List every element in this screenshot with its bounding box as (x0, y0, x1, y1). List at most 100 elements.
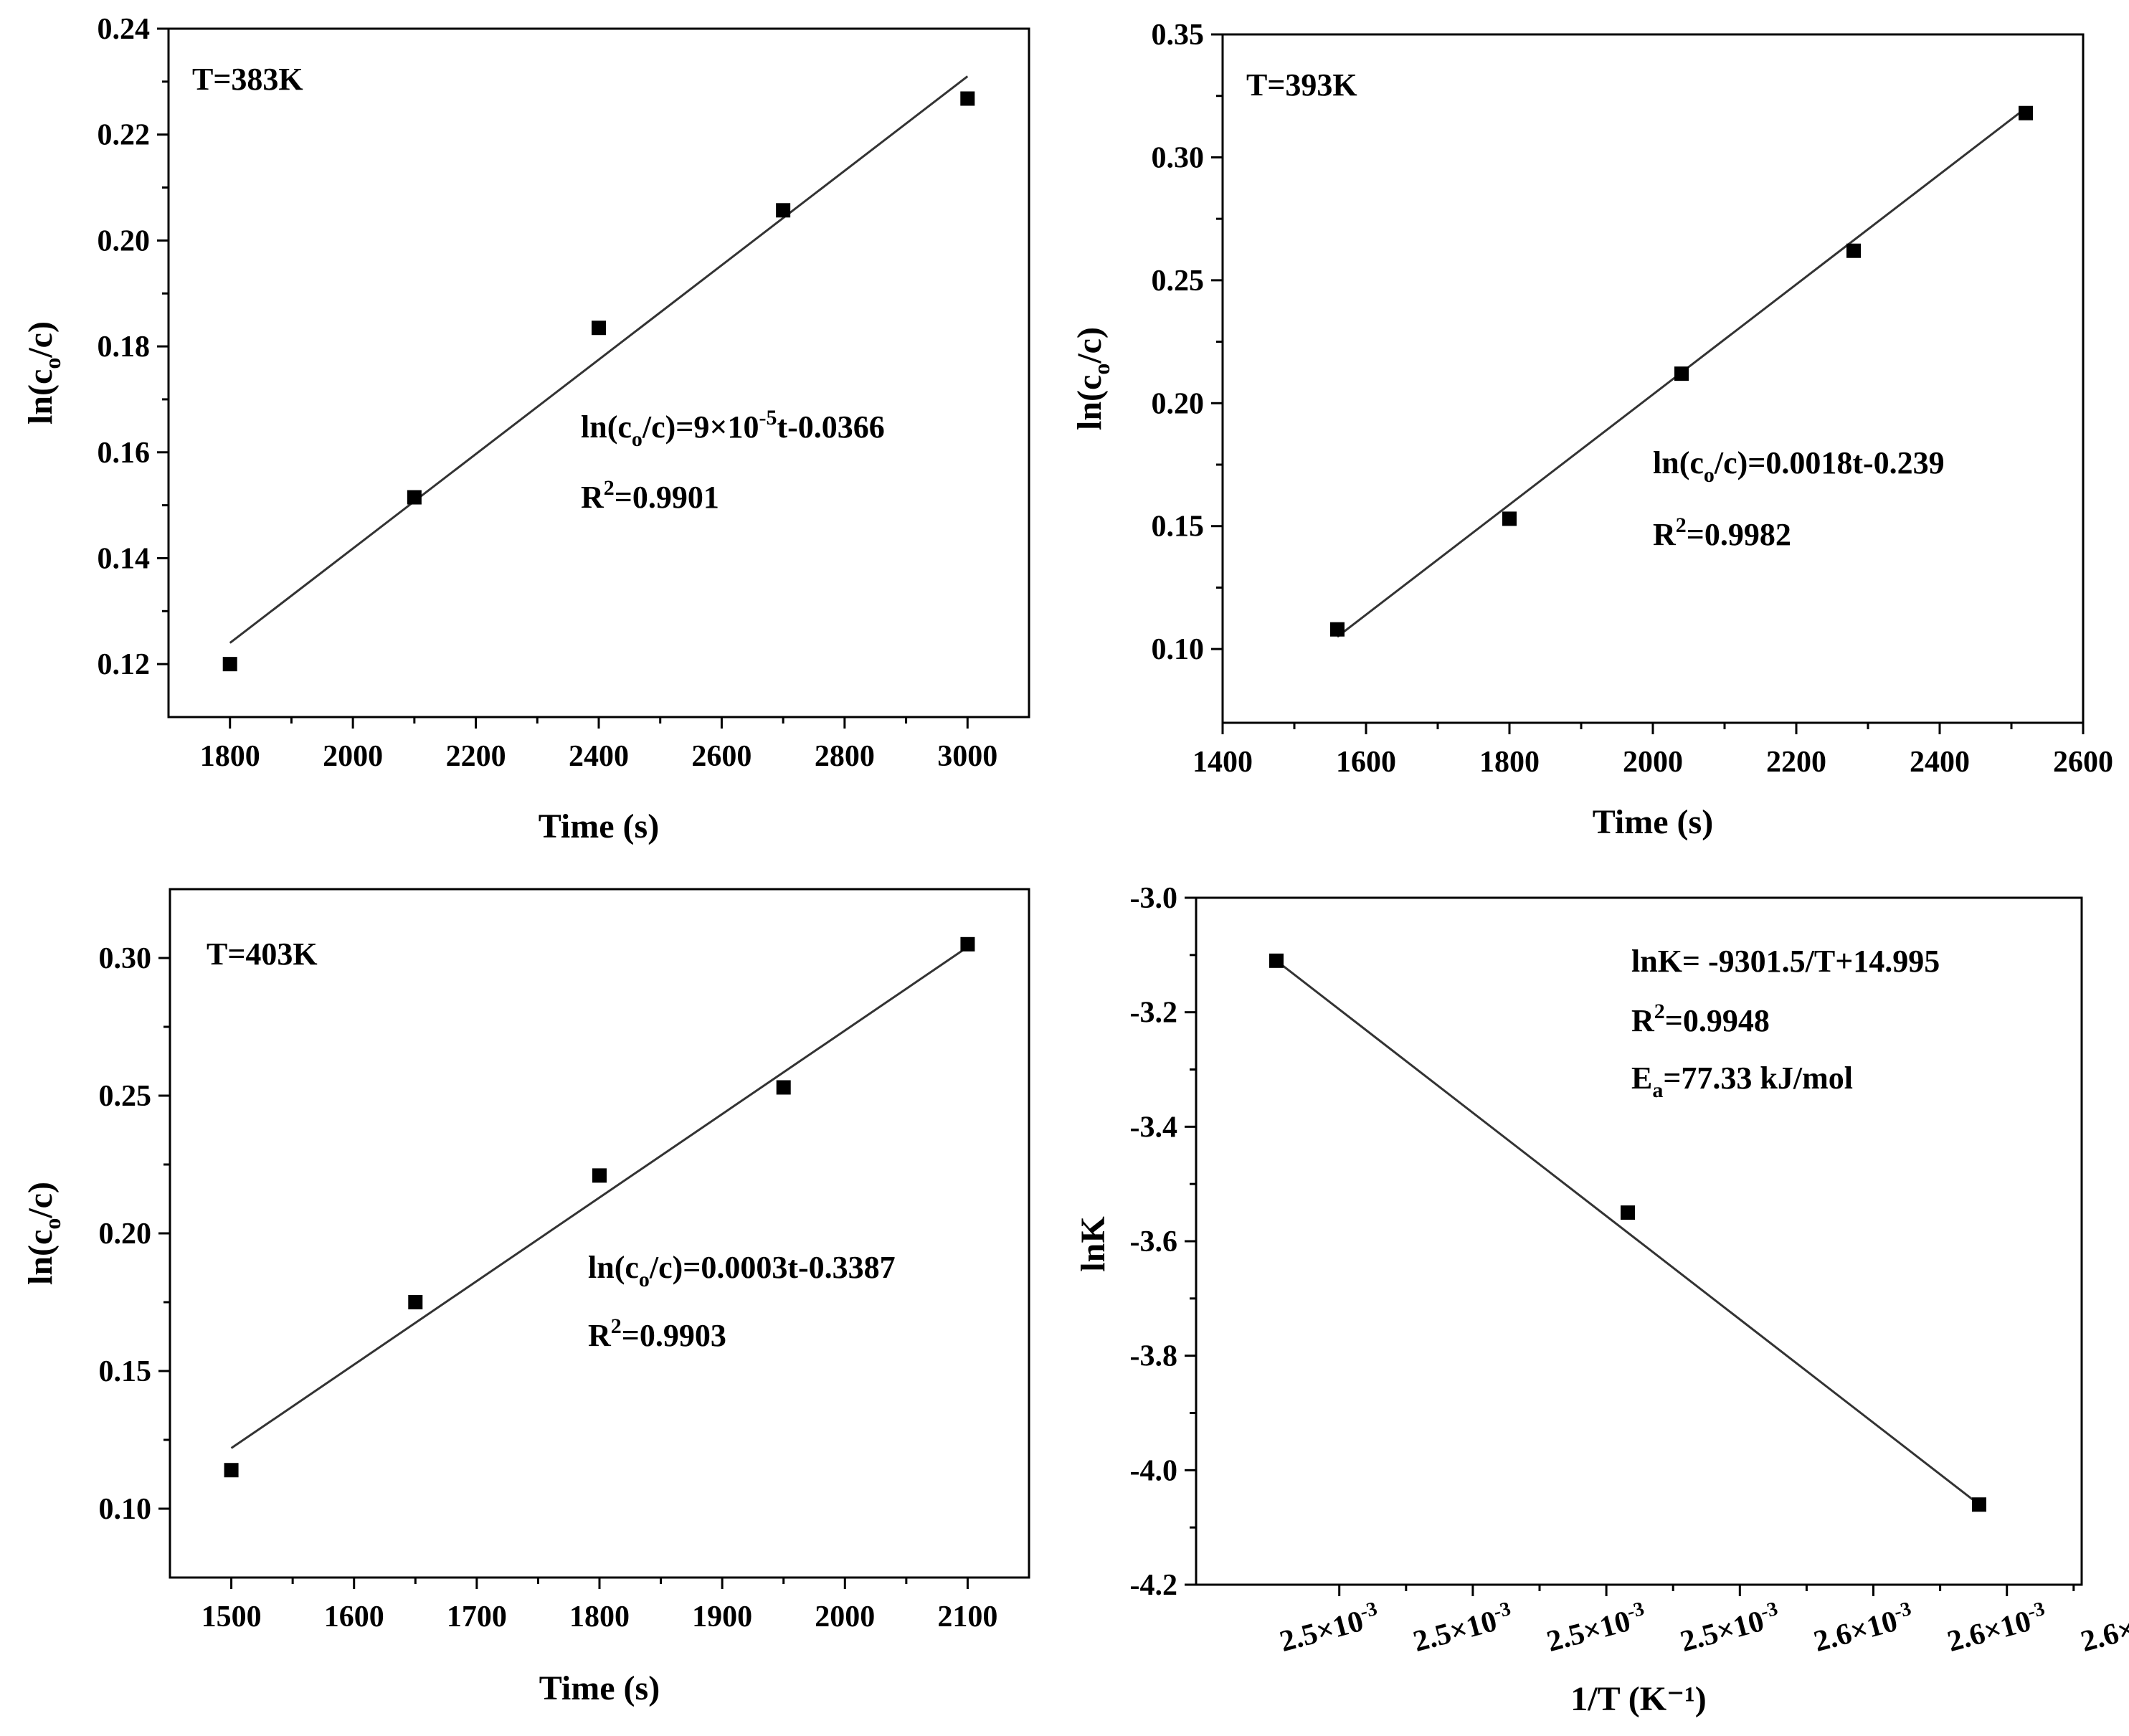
r-squared: R2=0.9948 (1631, 1000, 1770, 1038)
fit-equation: ln(co/c)=9×10-5t-0.0366 (581, 406, 885, 451)
y-tick-label: 0.22 (98, 119, 151, 152)
panel-title: T=393K (1246, 67, 1357, 103)
data-point (960, 91, 975, 106)
x-tick-label: 2.6×10-3 (2077, 1598, 2129, 1659)
x-tick-label: 1700 (447, 1600, 507, 1633)
fit-equation: lnK= -9301.5/T+14.995 (1631, 944, 1940, 979)
y-tick-label: 0.10 (1152, 633, 1205, 666)
y-axis-label: ln(co/c) (22, 321, 65, 424)
x-tick-label: 2400 (569, 740, 629, 773)
data-point (1972, 1497, 1986, 1512)
x-tick-label: 1600 (324, 1600, 384, 1633)
x-tick-label: 2600 (2053, 746, 2113, 779)
x-tick-label: 2.6×10-3 (1943, 1598, 2051, 1659)
y-tick-label: -3.4 (1130, 1111, 1178, 1144)
fit-line (230, 946, 969, 1449)
x-tick-label: 1800 (1479, 746, 1540, 779)
y-tick-label: -3.8 (1130, 1340, 1178, 1373)
data-point (1846, 243, 1861, 258)
y-tick-label: -4.2 (1130, 1569, 1178, 1602)
activation-energy: Ea=77.33 kJ/mol (1631, 1061, 1853, 1102)
x-tick-label: 2.5×10-3 (1542, 1598, 1650, 1659)
fit-equation: ln(co/c)=0.0003t-0.3387 (588, 1250, 896, 1291)
y-tick-label: -3.6 (1130, 1225, 1178, 1258)
panel-arrhenius: lnK= -9301.5/T+14.995 R2=0.9948 Ea=77.33… (1074, 882, 2129, 1718)
fit-line (229, 75, 969, 644)
y-tick-label: 0.14 (98, 542, 151, 575)
y-tick-label: -4.0 (1130, 1454, 1178, 1487)
data-point (407, 490, 422, 505)
data-point (1269, 953, 1284, 968)
y-tick-label: 0.12 (98, 648, 151, 681)
data-point (960, 936, 975, 952)
plot-frame (1221, 33, 2085, 724)
y-tick-label: 0.16 (98, 437, 151, 470)
panel-383k: T=383K ln(co/c)=9×10-5t-0.0366 R2=0.9901… (22, 13, 1030, 845)
y-tick-label: 0.18 (98, 331, 151, 364)
y-tick-label: 0.30 (1152, 141, 1205, 174)
data-point (2019, 105, 2033, 120)
x-tick-label: 2800 (815, 740, 875, 773)
y-tick-label: 0.24 (98, 13, 151, 46)
y-tick-label: 0.20 (99, 1218, 152, 1251)
data-point (1330, 622, 1345, 637)
panel-title: T=403K (207, 936, 318, 972)
data-point (222, 657, 237, 672)
fit-equation: ln(co/c)=0.0018t-0.239 (1653, 445, 1945, 487)
x-tick-label: 2.5×10-3 (1676, 1598, 1783, 1659)
x-axis-label: Time (s) (539, 807, 659, 845)
y-tick-label: 0.10 (99, 1493, 152, 1526)
data-point (1621, 1205, 1635, 1220)
x-tick-label: 2000 (323, 740, 383, 773)
x-tick-label: 2.5×10-3 (1276, 1598, 1383, 1659)
panel-title: T=383K (192, 62, 303, 97)
panel-393k: T=393K ln(co/c)=0.0018t-0.239 R2=0.9982 … (1071, 19, 2113, 841)
r-squared: R2=0.9903 (588, 1314, 726, 1353)
x-tick-label: 1800 (200, 740, 260, 773)
r-squared: R2=0.9901 (581, 476, 719, 515)
y-tick-label: 0.20 (1152, 387, 1205, 420)
x-tick-label: 2200 (446, 740, 506, 773)
data-point (592, 1168, 607, 1183)
x-tick-label: 2000 (1623, 746, 1683, 779)
x-tick-label: 2100 (937, 1600, 997, 1633)
y-tick-label: 0.25 (99, 1080, 152, 1113)
y-tick-label: 0.30 (99, 942, 152, 975)
x-tick-label: 2000 (815, 1600, 875, 1633)
y-tick-label: 0.20 (98, 224, 151, 257)
data-point (408, 1295, 423, 1309)
plot-frame (167, 27, 1030, 718)
y-axis-label: ln(co/c) (1071, 327, 1114, 430)
panel-403k: T=403K ln(co/c)=0.0003t-0.3387 R2=0.9903… (22, 888, 1030, 1707)
x-tick-label: 2400 (1910, 746, 1970, 779)
x-tick-label: 2.6×10-3 (1810, 1598, 1917, 1659)
data-point (592, 321, 606, 336)
y-tick-label: 0.25 (1152, 265, 1205, 298)
r-squared: R2=0.9982 (1653, 513, 1791, 552)
y-tick-label: 0.15 (99, 1355, 152, 1388)
x-tick-label: 2200 (1766, 746, 1826, 779)
y-axis-label: lnK (1074, 1216, 1112, 1271)
x-axis-label: Time (s) (1593, 803, 1713, 841)
fit-line (1276, 959, 1980, 1506)
x-tick-label: 1500 (201, 1600, 262, 1633)
x-tick-label: 2.5×10-3 (1409, 1598, 1517, 1659)
x-tick-label: 1900 (692, 1600, 752, 1633)
x-tick-label: 1600 (1336, 746, 1396, 779)
data-point (1502, 511, 1517, 526)
x-tick-label: 1400 (1192, 746, 1253, 779)
data-point (224, 1463, 239, 1478)
x-axis-label: Time (s) (539, 1669, 660, 1707)
y-tick-label: 0.35 (1152, 19, 1205, 52)
y-tick-label: 0.15 (1152, 511, 1205, 544)
x-axis-label: 1/T (K⁻¹) (1570, 1680, 1707, 1718)
y-tick-label: -3.2 (1130, 997, 1178, 1030)
y-tick-label: -3.0 (1130, 882, 1178, 915)
y-axis-label: ln(co/c) (22, 1182, 65, 1285)
data-point (1674, 366, 1689, 381)
x-tick-label: 3000 (937, 740, 997, 773)
data-point (776, 1080, 791, 1095)
x-tick-label: 1800 (569, 1600, 630, 1633)
